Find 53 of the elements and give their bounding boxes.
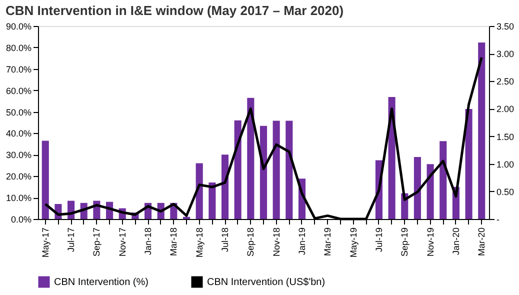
y-tick-label: 50.0%	[6, 107, 32, 118]
y2-tick-label: -	[496, 214, 500, 224]
x-tick-label: Jan-18	[143, 228, 154, 256]
y2-tick-label: 1.50	[496, 132, 514, 142]
x-tick-label: Nov-19	[425, 228, 436, 257]
x-tick-label: Jan-19	[296, 228, 307, 256]
y-tick-label: 10.0%	[6, 193, 32, 204]
x-tick-label: Mar-18	[168, 228, 179, 256]
y-tick-label: 30.0%	[6, 150, 32, 160]
y-tick-label: 0.0%	[10, 214, 32, 224]
bar	[465, 108, 472, 219]
y2-tick-label: 2.00	[496, 104, 514, 114]
x-tick-label: Jul-17	[66, 228, 76, 252]
x-tick-label: Sep-17	[92, 228, 102, 257]
x-tick-label: Nov-17	[117, 228, 128, 257]
y-tick-label: 80.0%	[6, 42, 32, 53]
bar	[42, 140, 49, 219]
y2-tick-label: 2.50	[496, 76, 514, 87]
legend-label: CBN Intervention (%)	[54, 277, 148, 288]
x-tick-label: Jul-18	[220, 228, 230, 252]
bar	[414, 157, 421, 219]
bar	[208, 182, 216, 219]
bar	[234, 120, 242, 219]
x-tick-label: Mar-19	[322, 228, 333, 256]
bar	[260, 126, 268, 219]
bar	[426, 164, 434, 219]
bar	[221, 154, 229, 219]
x-tick-label: Sep-18	[246, 228, 256, 257]
x-tick-label: Sep-19	[400, 228, 410, 257]
legend-label: CBN Intervention (US$'bn)	[207, 277, 326, 288]
x-tick-label: May-18	[194, 228, 204, 258]
bar	[196, 163, 203, 219]
y-tick-label: 70.0%	[6, 64, 32, 74]
y2-tick-label: 3.00	[496, 49, 514, 60]
y2-tick-label: 0.50	[496, 186, 514, 197]
x-tick-label: May-17	[40, 228, 50, 258]
x-tick-label: May-19	[348, 228, 358, 258]
x-tick-label: Nov-18	[271, 228, 282, 257]
bar	[247, 98, 254, 219]
y-tick-label: 40.0%	[6, 128, 32, 139]
bar	[286, 120, 293, 219]
y-tick-label: 90.0%	[6, 22, 32, 32]
x-tick-label: Jan-20	[450, 228, 461, 256]
bar	[272, 120, 280, 219]
y-tick-label: 60.0%	[6, 86, 32, 96]
y-tick-label: 20.0%	[6, 172, 32, 182]
x-tick-label: Jul-19	[374, 228, 384, 252]
x-tick-label: Mar-20	[476, 228, 487, 256]
bar	[478, 42, 486, 219]
bar	[440, 141, 447, 219]
y2-tick-label: 1.00	[496, 159, 514, 170]
y2-tick-label: 3.50	[496, 22, 514, 32]
chart-title: CBN Intervention in I&E window (May 2017 – Mar 2020)	[5, 3, 344, 18]
